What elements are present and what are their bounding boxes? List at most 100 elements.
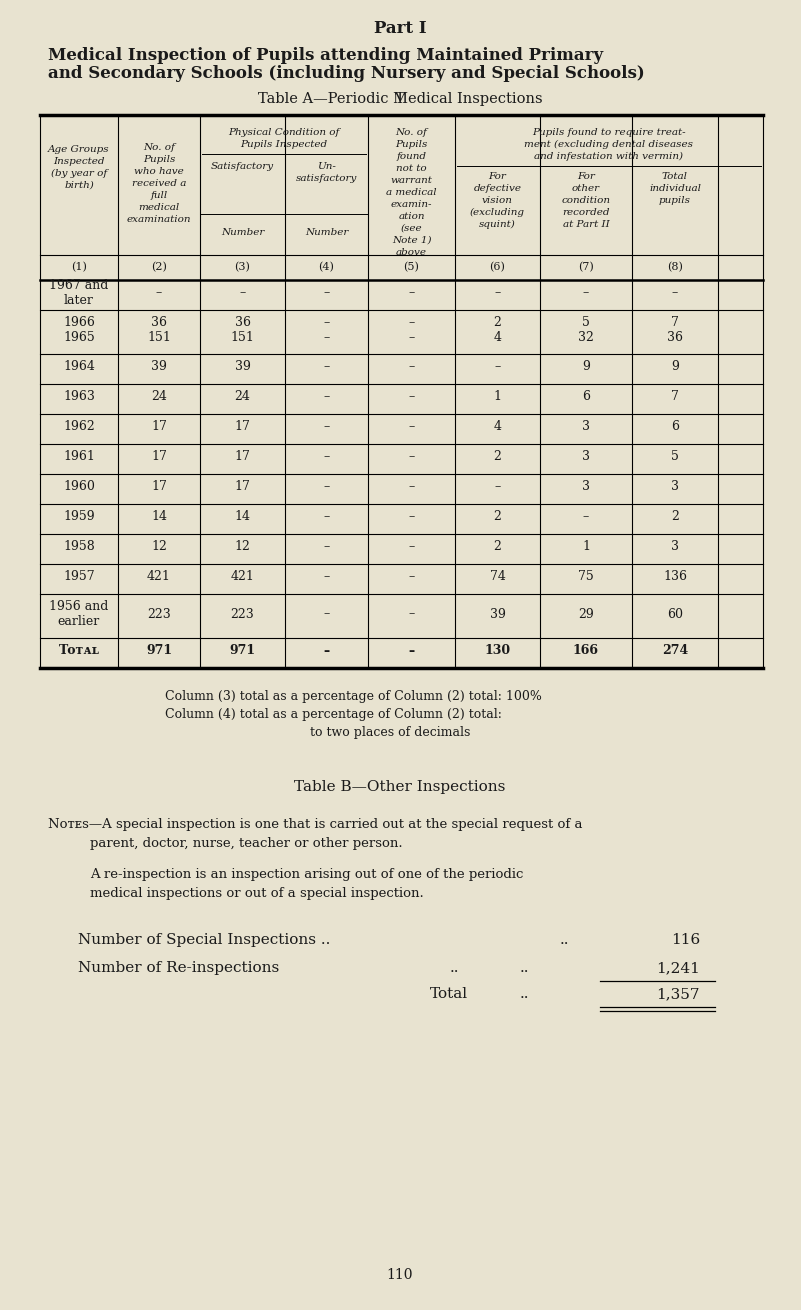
Text: medical inspections or out of a special inspection.: medical inspections or out of a special … xyxy=(90,887,424,900)
Text: –: – xyxy=(409,608,415,621)
Text: above: above xyxy=(396,248,427,257)
Text: 14: 14 xyxy=(235,511,251,524)
Text: full: full xyxy=(151,191,167,200)
Text: –: – xyxy=(324,287,330,300)
Text: 3: 3 xyxy=(671,541,679,554)
Text: –: – xyxy=(672,287,678,300)
Text: (2): (2) xyxy=(151,262,167,272)
Text: (3): (3) xyxy=(235,262,251,272)
Text: –: – xyxy=(494,287,501,300)
Text: 421: 421 xyxy=(147,570,171,583)
Text: –: – xyxy=(324,390,330,403)
Text: 3: 3 xyxy=(582,451,590,464)
Text: –: – xyxy=(409,451,415,464)
Text: ..: .. xyxy=(520,962,529,975)
Text: 1: 1 xyxy=(493,390,501,403)
Text: –: – xyxy=(409,645,415,658)
Text: individual: individual xyxy=(649,183,701,193)
Text: 223: 223 xyxy=(231,608,255,621)
Text: 17: 17 xyxy=(235,421,251,434)
Text: 2: 2 xyxy=(493,511,501,524)
Text: warrant: warrant xyxy=(391,176,433,185)
Text: For: For xyxy=(577,172,595,181)
Text: satisfactory: satisfactory xyxy=(296,174,357,183)
Text: examin-: examin- xyxy=(391,200,433,210)
Text: –: – xyxy=(409,570,415,583)
Text: (8): (8) xyxy=(667,262,683,272)
Text: (5): (5) xyxy=(404,262,420,272)
Text: Pupils Inspected: Pupils Inspected xyxy=(240,140,328,149)
Text: and infestation with vermin): and infestation with vermin) xyxy=(534,152,683,161)
Text: –: – xyxy=(156,287,162,300)
Text: 971: 971 xyxy=(146,645,172,658)
Text: 1963: 1963 xyxy=(63,390,95,403)
Text: 1967 and
later: 1967 and later xyxy=(50,279,109,308)
Text: Age Groups: Age Groups xyxy=(48,145,110,155)
Text: 75: 75 xyxy=(578,570,594,583)
Text: Pupils found to require treat-: Pupils found to require treat- xyxy=(532,128,686,138)
Text: (1): (1) xyxy=(71,262,87,272)
Text: 14: 14 xyxy=(151,511,167,524)
Text: 1961: 1961 xyxy=(63,451,95,464)
Text: –: – xyxy=(324,481,330,494)
Text: ation: ation xyxy=(398,212,425,221)
Text: 2: 2 xyxy=(493,541,501,554)
Text: 971: 971 xyxy=(229,645,256,658)
Text: Pupils: Pupils xyxy=(396,140,428,149)
Text: to two places of decimals: to two places of decimals xyxy=(310,726,470,739)
Text: pupils: pupils xyxy=(659,196,691,204)
Text: parent, doctor, nurse, teacher or other person.: parent, doctor, nurse, teacher or other … xyxy=(90,837,403,850)
Text: 24: 24 xyxy=(151,390,167,403)
Text: 5
32: 5 32 xyxy=(578,316,594,345)
Text: ..: .. xyxy=(450,962,460,975)
Text: squint): squint) xyxy=(479,220,516,229)
Text: 1959: 1959 xyxy=(63,511,95,524)
Text: 12: 12 xyxy=(151,541,167,554)
Text: –: – xyxy=(409,390,415,403)
Text: Un-: Un- xyxy=(317,162,336,172)
Text: 17: 17 xyxy=(151,451,167,464)
Text: –: – xyxy=(409,360,415,373)
Text: –: – xyxy=(409,421,415,434)
Text: Tᴏᴛᴀʟ: Tᴏᴛᴀʟ xyxy=(58,645,99,658)
Text: examination: examination xyxy=(127,215,191,224)
Text: 17: 17 xyxy=(235,451,251,464)
Text: 1: 1 xyxy=(582,541,590,554)
Text: 116: 116 xyxy=(670,933,700,947)
Text: and Secondary Schools (including Nursery and Special Schools): and Secondary Schools (including Nursery… xyxy=(48,66,645,83)
Text: –
–: – – xyxy=(324,316,330,345)
Text: 110: 110 xyxy=(387,1268,413,1282)
Text: Nᴏᴛᴇs—A special inspection is one that is carried out at the special request of : Nᴏᴛᴇs—A special inspection is one that i… xyxy=(48,817,582,831)
Text: Part I: Part I xyxy=(374,20,426,37)
Text: –: – xyxy=(494,360,501,373)
Text: –: – xyxy=(239,287,246,300)
Text: –
–: – – xyxy=(409,316,415,345)
Text: received a: received a xyxy=(132,179,186,189)
Text: recorded: recorded xyxy=(562,208,610,217)
Text: 274: 274 xyxy=(662,645,688,658)
Text: (excluding: (excluding xyxy=(470,208,525,217)
Text: (6): (6) xyxy=(489,262,505,272)
Text: –: – xyxy=(324,451,330,464)
Text: For: For xyxy=(489,172,506,181)
Text: condition: condition xyxy=(562,196,610,204)
Text: 166: 166 xyxy=(573,645,599,658)
Text: not to: not to xyxy=(396,164,427,173)
Text: 24: 24 xyxy=(235,390,251,403)
Text: 136: 136 xyxy=(663,570,687,583)
Text: 17: 17 xyxy=(151,481,167,494)
Text: –: – xyxy=(494,481,501,494)
Text: T: T xyxy=(395,92,405,106)
Text: 12: 12 xyxy=(235,541,251,554)
Text: at Part II: at Part II xyxy=(562,220,610,229)
Text: 421: 421 xyxy=(231,570,255,583)
Text: 1957: 1957 xyxy=(63,570,95,583)
Text: Total: Total xyxy=(430,986,468,1001)
Text: No. of: No. of xyxy=(396,128,428,138)
Text: 3: 3 xyxy=(582,421,590,434)
Text: –: – xyxy=(324,570,330,583)
Text: Table A—Periodic Medical Inspections: Table A—Periodic Medical Inspections xyxy=(258,92,542,106)
Text: 7
36: 7 36 xyxy=(667,316,683,345)
Text: Number of Re-inspections: Number of Re-inspections xyxy=(78,962,280,975)
Text: who have: who have xyxy=(134,166,184,176)
